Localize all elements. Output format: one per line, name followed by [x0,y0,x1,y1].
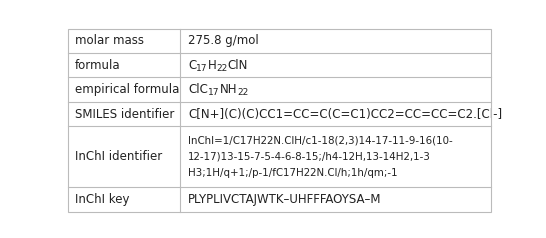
Text: InChI=1/C17H22N.ClH/c1-18(2,3)14-17-11-9-16(10-: InChI=1/C17H22N.ClH/c1-18(2,3)14-17-11-9… [188,136,453,146]
Text: SMILES identifier: SMILES identifier [75,108,174,121]
Text: H3;1H/q+1;/p-1/fC17H22N.Cl/h;1h/qm;-1: H3;1H/q+1;/p-1/fC17H22N.Cl/h;1h/qm;-1 [188,168,397,178]
Text: H: H [207,59,217,72]
Text: 12-17)13-15-7-5-4-6-8-15;/h4-12H,13-14H2,1-3: 12-17)13-15-7-5-4-6-8-15;/h4-12H,13-14H2… [188,152,431,162]
Text: formula: formula [75,59,120,72]
Text: ClC: ClC [188,83,208,96]
Text: InChI key: InChI key [75,193,129,206]
Text: molar mass: molar mass [75,34,144,47]
Text: 22: 22 [217,64,228,73]
Text: C: C [188,59,196,72]
Text: 17: 17 [196,64,207,73]
Text: empirical formula: empirical formula [75,83,179,96]
Text: C[N+](C)(C)CC1=CC=C(C=C1)CC2=CC=CC=C2.[Cl-]: C[N+](C)(C)CC1=CC=C(C=C1)CC2=CC=CC=C2.[C… [188,108,502,121]
Text: InChI identifier: InChI identifier [75,150,162,163]
Text: ClN: ClN [228,59,248,72]
Text: 275.8 g/mol: 275.8 g/mol [188,34,259,47]
Text: NH: NH [219,83,237,96]
Text: 22: 22 [237,89,248,97]
Text: 17: 17 [208,89,219,97]
Text: PLYPLIVCTAJWTK–UHFFFAOYSA–M: PLYPLIVCTAJWTK–UHFFFAOYSA–M [188,193,382,206]
